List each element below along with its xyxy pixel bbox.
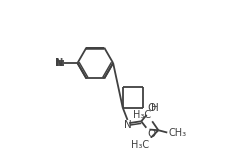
Text: H₃C: H₃C: [131, 140, 149, 150]
Text: CH₃: CH₃: [169, 128, 187, 138]
Text: N: N: [124, 120, 131, 130]
Text: O: O: [148, 103, 156, 113]
Text: H₃C: H₃C: [133, 110, 151, 120]
Text: N: N: [56, 58, 64, 68]
Text: O: O: [147, 129, 155, 139]
Text: N: N: [55, 58, 63, 68]
Text: H: H: [151, 103, 159, 113]
